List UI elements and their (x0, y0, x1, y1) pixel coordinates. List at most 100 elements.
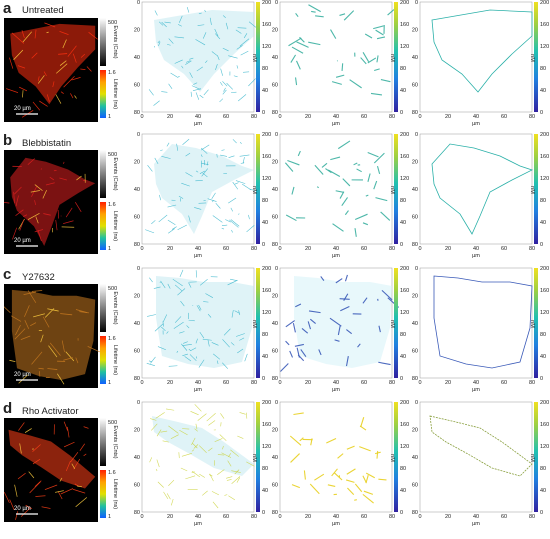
panel-letter: c (3, 266, 12, 283)
x-tick: 80 (251, 114, 257, 120)
cbar-tick: 200 (262, 0, 271, 6)
x-tick: 60 (361, 114, 367, 120)
concentration-colorbar (394, 402, 398, 512)
y-tick: 80 (134, 510, 140, 516)
cbar-tick: 80 (400, 332, 406, 338)
y-tick: 0 (275, 266, 278, 272)
cbar-tick: 80 (400, 66, 406, 72)
x-tick: 80 (251, 514, 257, 520)
cbar-tick: 40 (540, 220, 546, 226)
y-tick: 0 (415, 132, 418, 138)
y-tick: 60 (272, 483, 278, 489)
cbar-tick: 200 (540, 0, 549, 6)
x-tick: 0 (140, 114, 143, 120)
y-tick: 20 (412, 294, 418, 300)
x-tick: 60 (223, 246, 229, 252)
cell-body (11, 289, 96, 380)
panel-title: Blebbistatin (22, 138, 72, 149)
x-tick: 80 (389, 380, 395, 386)
x-tick: 0 (140, 514, 143, 520)
analysis-plot-1: 0 0 20 20 40 40 60 60 80 80 µm 0 40 80 120 160 200 nM (134, 400, 271, 526)
x-tick: 60 (361, 246, 367, 252)
x-tick: 60 (361, 380, 367, 386)
x-tick: 40 (195, 380, 201, 386)
concentration-colorbar (534, 2, 538, 112)
scale-bar-label: 20 µm (14, 372, 31, 378)
y-tick: 0 (137, 266, 140, 272)
cbar-tick: 80 (540, 66, 546, 72)
y-tick: 60 (412, 483, 418, 489)
panel-title: Untreated (22, 5, 64, 16)
y-tick: 40 (272, 455, 278, 461)
lifetime-bottom: 1 (108, 380, 111, 386)
y-tick: 40 (134, 55, 140, 61)
lifetime-axis-label: Lifetime (ns) (112, 211, 118, 241)
y-tick: 80 (412, 510, 418, 516)
cbar-tick: 200 (400, 0, 409, 6)
cbar-label: nM (389, 54, 395, 62)
cbar-label: nM (529, 186, 535, 194)
lifetime-top: 1.6 (108, 70, 116, 76)
y-tick: 80 (134, 242, 140, 248)
cbar-label: nM (251, 320, 257, 328)
cbar-tick: 0 (540, 110, 543, 116)
x-tick: 40 (473, 114, 479, 120)
x-axis-label: µm (332, 521, 340, 526)
events-axis-label: Events (Cnts) (112, 25, 118, 58)
cbar-tick: 160 (400, 288, 409, 294)
cbar-tick: 160 (540, 422, 549, 428)
x-tick: 0 (278, 380, 281, 386)
cbar-tick: 120 (400, 44, 409, 50)
x-tick: 20 (445, 514, 451, 520)
analysis-plot-1: 0 0 20 20 40 40 60 60 80 80 µm 0 40 80 120 160 200 nM (134, 266, 271, 392)
panel-title: Y27632 (22, 272, 55, 283)
x-tick: 40 (473, 380, 479, 386)
cbar-tick: 40 (262, 88, 268, 94)
flim-image: 20 µm 500 1.6 1 Events (Cnts) Lifetime (ns) (4, 150, 118, 254)
scale-bar-label: 20 µm (14, 506, 31, 512)
cbar-label: nM (529, 320, 535, 328)
cbar-tick: 200 (540, 266, 549, 272)
y-tick: 60 (134, 349, 140, 355)
x-tick: 60 (501, 246, 507, 252)
events-colorbar (100, 418, 106, 466)
cbar-tick: 80 (540, 332, 546, 338)
cbar-tick: 160 (540, 154, 549, 160)
y-tick: 60 (412, 349, 418, 355)
x-axis-label: µm (194, 253, 202, 258)
cbar-tick: 80 (262, 332, 268, 338)
x-tick: 20 (445, 246, 451, 252)
x-tick: 80 (389, 246, 395, 252)
y-tick: 0 (137, 132, 140, 138)
events-axis-label: Events (Cnts) (112, 425, 118, 458)
x-axis-label: µm (472, 253, 480, 258)
cbar-tick: 0 (400, 242, 403, 248)
x-axis-label: µm (472, 387, 480, 392)
cbar-tick: 200 (540, 400, 549, 406)
cbar-tick: 120 (262, 44, 271, 50)
panel-a: a Untreated 20 µm 500 1.6 1 Events (Cnts) Lifet… (0, 0, 550, 132)
cbar-tick: 160 (400, 22, 409, 28)
x-tick: 0 (418, 246, 421, 252)
analysis-plot-3: 0 0 20 20 40 40 60 60 80 80 µm 0 40 80 120 160 200 nM (412, 0, 549, 126)
x-axis-label: µm (194, 121, 202, 126)
cbar-tick: 80 (262, 466, 268, 472)
x-axis-label: µm (332, 253, 340, 258)
y-tick: 60 (272, 83, 278, 89)
cbar-tick: 120 (400, 444, 409, 450)
x-tick: 20 (167, 380, 173, 386)
y-tick: 20 (134, 294, 140, 300)
lifetime-top: 1.6 (108, 202, 116, 208)
cbar-label: nM (389, 186, 395, 194)
concentration-colorbar (394, 2, 398, 112)
cbar-tick: 40 (262, 220, 268, 226)
y-tick: 0 (415, 400, 418, 406)
lifetime-bottom: 1 (108, 514, 111, 520)
concentration-colorbar (394, 268, 398, 378)
x-tick: 20 (167, 514, 173, 520)
x-tick: 40 (473, 514, 479, 520)
y-tick: 20 (272, 28, 278, 34)
x-tick: 40 (195, 246, 201, 252)
analysis-plot-3: 0 0 20 20 40 40 60 60 80 80 µm 0 40 80 120 160 200 nM (412, 400, 549, 526)
x-tick: 80 (529, 114, 535, 120)
